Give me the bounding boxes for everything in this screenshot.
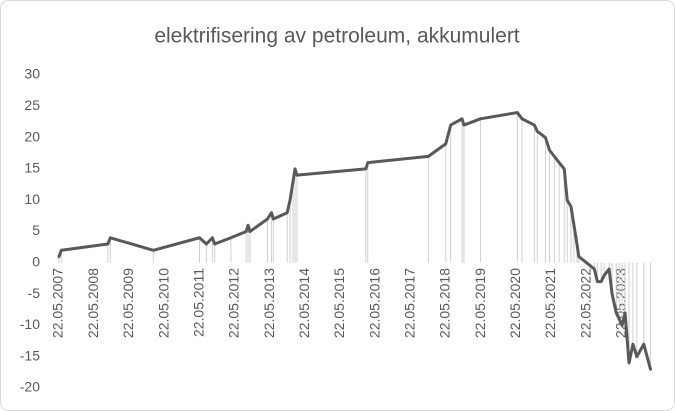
x-tick-label: 22.05.2017: [402, 268, 418, 338]
x-tick-label: 22.05.2022: [577, 268, 593, 338]
x-tick-label: 22.05.2020: [507, 268, 523, 338]
y-tick-label: -15: [20, 347, 40, 363]
x-tick-label: 22.05.2009: [120, 268, 136, 338]
x-tick-label: 22.05.2010: [155, 268, 171, 338]
y-tick-label: 25: [24, 97, 40, 113]
y-tick-label: -20: [20, 379, 40, 395]
x-tick-label: 22.05.2007: [50, 268, 66, 338]
line: [57, 111, 653, 371]
y-tick-label: 15: [24, 160, 40, 176]
y-tick-label: 0: [32, 254, 40, 270]
x-tick-label: 22.05.2013: [261, 268, 277, 338]
x-tick-label: 22.05.2014: [296, 268, 312, 338]
x-tick-label: 22.05.2008: [85, 268, 101, 338]
x-tick-label: 22.05.2011: [190, 268, 206, 337]
x-tick-label: 22.05.2015: [331, 268, 347, 338]
x-tick-label: 22.05.2016: [366, 268, 382, 338]
x-tick-label: 22.05.2018: [437, 268, 453, 338]
y-tick-label: -10: [20, 316, 40, 332]
x-tick-label: 22.05.2012: [226, 268, 242, 338]
y-tick-label: 5: [32, 222, 40, 238]
chart-title: elektrifisering av petroleum, akkumulert: [154, 25, 519, 48]
x-tick-label: 22.05.2021: [542, 268, 558, 338]
x-tick-label: 22.05.2019: [472, 268, 488, 338]
y-tick-label: 30: [24, 66, 40, 82]
y-tick-label: -5: [28, 285, 41, 301]
y-tick-label: 20: [24, 128, 40, 144]
y-tick-label: 10: [24, 191, 40, 207]
